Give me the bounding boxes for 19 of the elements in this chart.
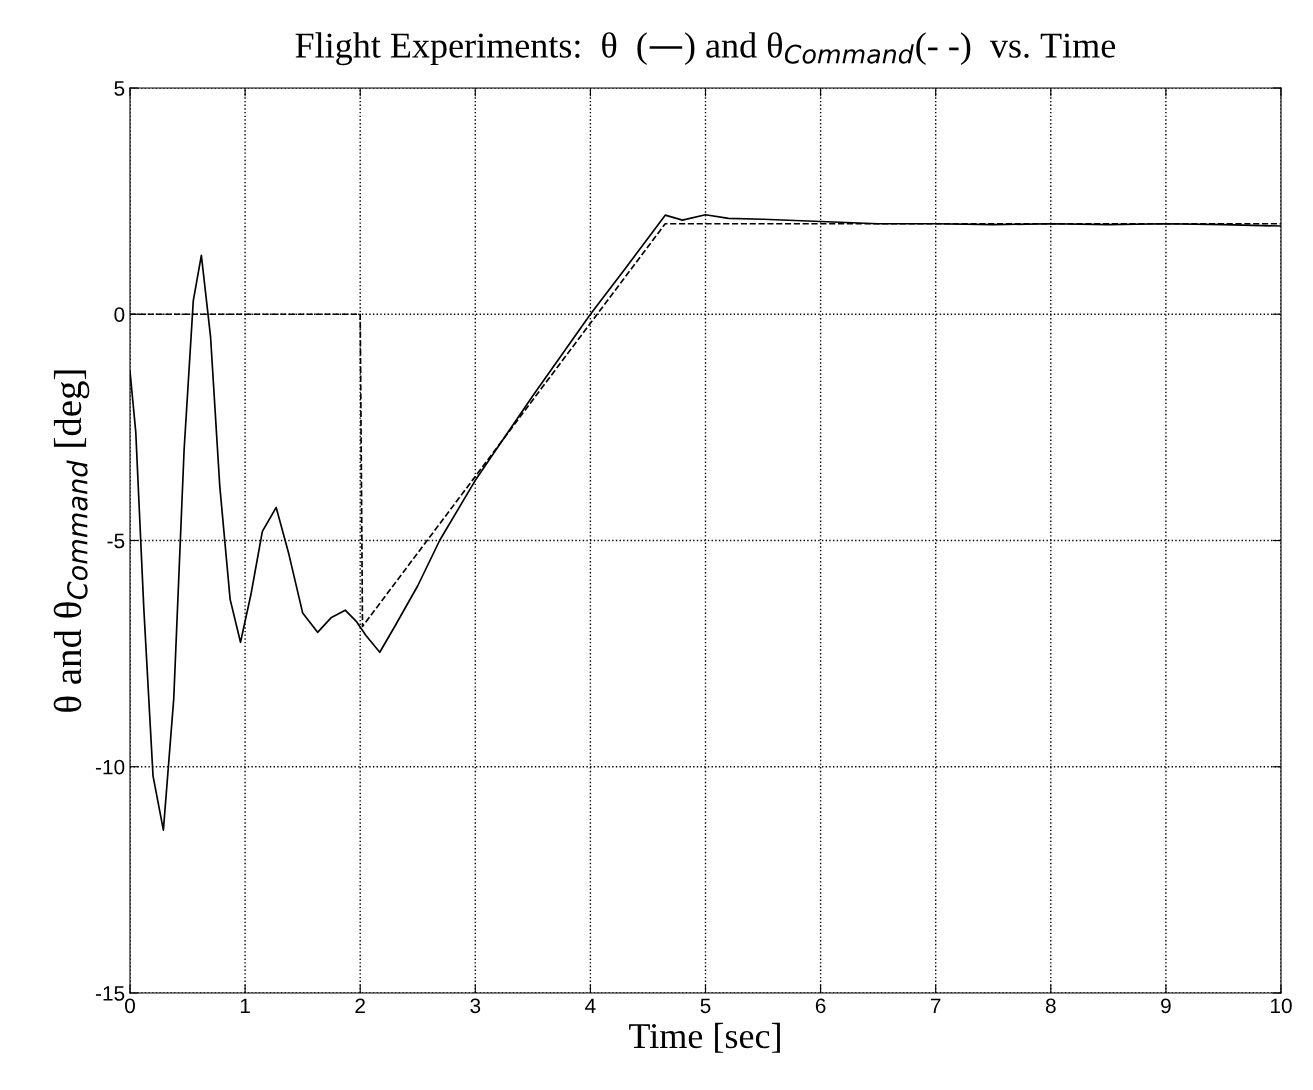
y-tick-label: -15	[95, 986, 125, 1001]
x-tick-label: 9	[1161, 998, 1171, 1014]
y-tick-label: -10	[95, 759, 125, 775]
x-tick-label: 4	[585, 998, 596, 1013]
x-tick-label: 1	[240, 998, 250, 1013]
x-tick-label: 7	[930, 998, 941, 1013]
x-tick-label: 3	[470, 998, 481, 1014]
x-tick-label: 10	[1271, 998, 1292, 1014]
y-tick-label: 0	[114, 307, 125, 322]
x-tick-label: 2	[355, 998, 365, 1013]
y-tick-label: -5	[107, 533, 125, 549]
x-tick-label: 6	[815, 998, 826, 1014]
y-axis-title: θ and θ$_{Command}$ [deg]	[53, 370, 90, 712]
x-tick-label: 5	[700, 998, 711, 1014]
x-tick-label: 8	[1045, 998, 1056, 1014]
y-tick-label: 5	[114, 81, 125, 96]
chart-title: Flight Experiments: θ (—) and θ$_{Command}$(- -) vs. Time	[295, 32, 1116, 66]
x-axis-title: Time [sec]	[629, 1022, 780, 1053]
x-tick-label: 0	[125, 998, 135, 1014]
